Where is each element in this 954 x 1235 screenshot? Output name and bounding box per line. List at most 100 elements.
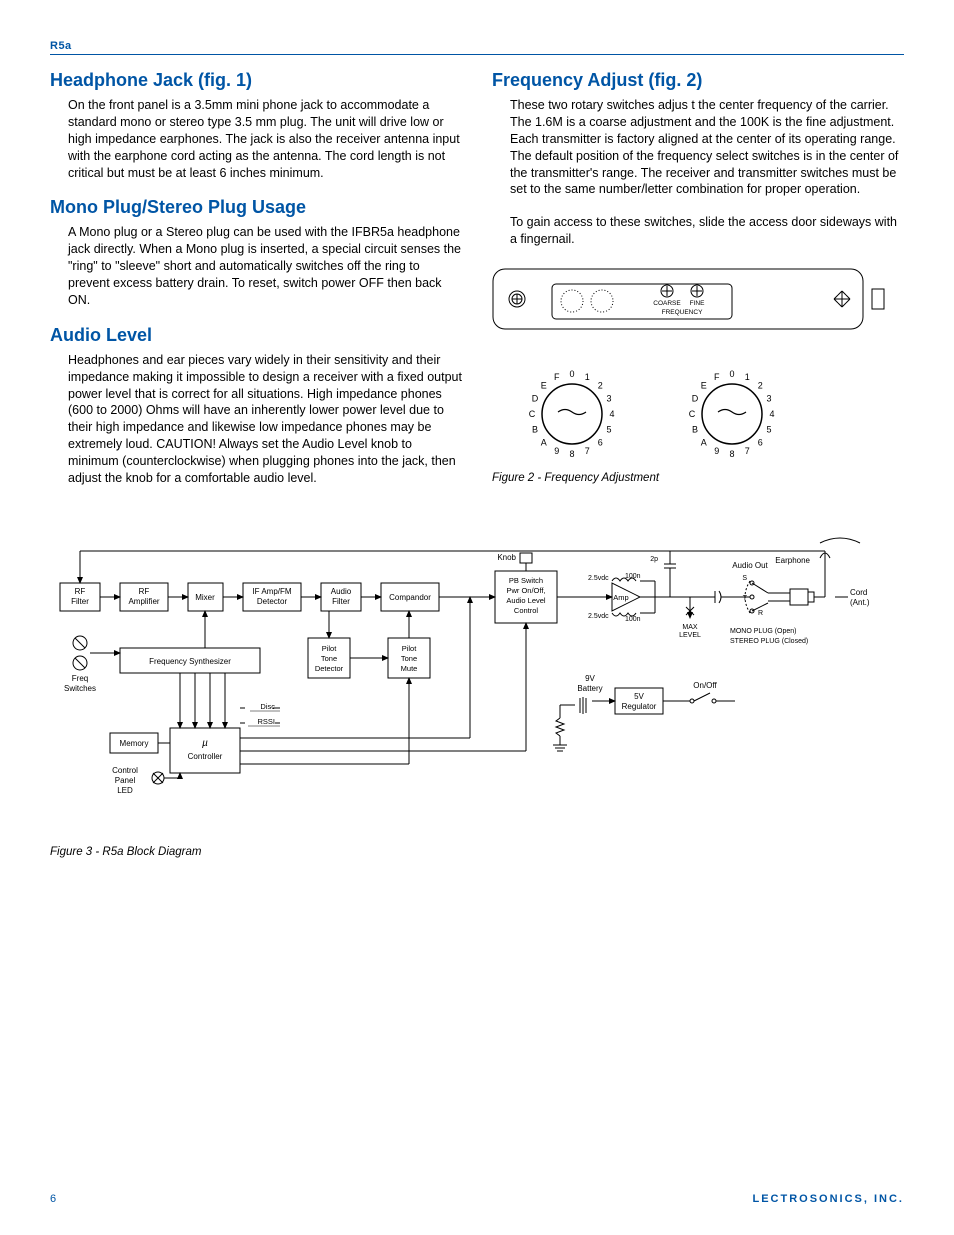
- right-column: Frequency Adjust (fig. 2) These two rota…: [492, 70, 904, 503]
- svg-text:Tone: Tone: [321, 654, 337, 663]
- svg-text:Regulator: Regulator: [622, 702, 657, 711]
- svg-text:3: 3: [766, 394, 771, 404]
- svg-text:9: 9: [714, 446, 719, 456]
- svg-text:(Ant.): (Ant.): [850, 598, 870, 607]
- svg-text:FINE: FINE: [690, 300, 705, 307]
- svg-text:8: 8: [569, 449, 574, 459]
- svg-text:7: 7: [745, 446, 750, 456]
- svg-text:9: 9: [554, 446, 559, 456]
- svg-text:100n: 100n: [625, 573, 641, 580]
- body-audio-level: Headphones and ear pieces vary widely in…: [68, 352, 462, 487]
- svg-text:4: 4: [769, 409, 774, 419]
- svg-text:C: C: [689, 409, 696, 419]
- svg-text:B: B: [692, 424, 698, 434]
- svg-text:Pwr On/Off,: Pwr On/Off,: [506, 586, 545, 595]
- svg-text:A: A: [701, 437, 707, 447]
- svg-text:A: A: [541, 437, 547, 447]
- svg-text:LEVEL: LEVEL: [679, 632, 701, 639]
- block-diagram: RF Filter RF Amplifier Mixer IF Amp/FM D…: [50, 533, 900, 858]
- svg-text:IF Amp/FM: IF Amp/FM: [252, 587, 291, 596]
- svg-text:9V: 9V: [585, 674, 595, 683]
- svg-text:µ: µ: [202, 738, 208, 749]
- svg-text:Mixer: Mixer: [195, 593, 215, 602]
- svg-text:2p: 2p: [650, 556, 658, 563]
- svg-text:Knob: Knob: [497, 553, 516, 562]
- svg-text:R: R: [758, 610, 763, 617]
- svg-text:D: D: [532, 394, 539, 404]
- svg-text:Filter: Filter: [332, 597, 350, 606]
- svg-text:Controller: Controller: [188, 752, 223, 761]
- svg-text:Frequency Synthesizer: Frequency Synthesizer: [149, 657, 231, 666]
- svg-text:Detector: Detector: [257, 597, 288, 606]
- svg-text:STEREO PLUG (Closed): STEREO PLUG (Closed): [730, 638, 808, 645]
- company-name: LECTROSONICS, INC.: [752, 1193, 904, 1205]
- svg-text:100n: 100n: [625, 616, 641, 623]
- svg-text:Earphone: Earphone: [775, 556, 810, 565]
- body-frequency-adjust-1: These two rotary switches adjus t the ce…: [510, 97, 904, 198]
- svg-text:2.5vdc: 2.5vdc: [588, 613, 609, 620]
- svg-text:6: 6: [598, 437, 603, 447]
- page-number: 6: [50, 1193, 56, 1205]
- svg-text:E: E: [541, 381, 547, 391]
- header-label: R5a: [50, 40, 904, 55]
- svg-text:7: 7: [585, 446, 590, 456]
- svg-text:Filter: Filter: [71, 597, 89, 606]
- svg-text:8: 8: [729, 449, 734, 459]
- svg-text:3: 3: [606, 394, 611, 404]
- svg-text:2.5vdc: 2.5vdc: [588, 575, 609, 582]
- svg-text:MAX: MAX: [682, 624, 698, 631]
- svg-text:2: 2: [758, 381, 763, 391]
- svg-text:1: 1: [585, 372, 590, 382]
- svg-text:LED: LED: [117, 786, 133, 795]
- footer: 6 LECTROSONICS, INC.: [50, 1193, 904, 1205]
- svg-text:RF: RF: [75, 587, 86, 596]
- svg-text:MONO PLUG (Open): MONO PLUG (Open): [730, 628, 797, 635]
- svg-text:B: B: [532, 424, 538, 434]
- svg-text:Detector: Detector: [315, 664, 344, 673]
- svg-text:5V: 5V: [634, 692, 644, 701]
- svg-text:0: 0: [729, 369, 734, 379]
- svg-text:6: 6: [758, 437, 763, 447]
- body-frequency-adjust-2: To gain access to these switches, slide …: [510, 214, 904, 248]
- heading-frequency-adjust: Frequency Adjust (fig. 2): [492, 70, 904, 91]
- svg-text:Audio Out: Audio Out: [732, 561, 768, 570]
- dial-fine: 0123456789ABCDEF: [682, 364, 782, 464]
- svg-text:Freq: Freq: [72, 674, 88, 683]
- svg-text:5: 5: [606, 424, 611, 434]
- fig3-caption: Figure 3 - R5a Block Diagram: [50, 846, 900, 858]
- svg-text:D: D: [692, 394, 699, 404]
- heading-audio-level: Audio Level: [50, 325, 462, 346]
- svg-text:Amp: Amp: [613, 593, 628, 602]
- svg-text:Audio Level: Audio Level: [506, 596, 546, 605]
- svg-text:F: F: [714, 372, 720, 382]
- heading-headphone-jack: Headphone Jack (fig. 1): [50, 70, 462, 91]
- svg-text:Mute: Mute: [401, 664, 418, 673]
- svg-text:2: 2: [598, 381, 603, 391]
- svg-text:PB Switch: PB Switch: [509, 576, 543, 585]
- svg-text:Tone: Tone: [401, 654, 417, 663]
- body-mono-plug: A Mono plug or a Stereo plug can be used…: [68, 224, 462, 308]
- svg-text:F: F: [554, 372, 560, 382]
- svg-text:RF: RF: [139, 587, 150, 596]
- svg-text:Audio: Audio: [331, 587, 352, 596]
- panel-drawing: COARSE FINE FREQUENCY: [492, 264, 887, 344]
- svg-text:FREQUENCY: FREQUENCY: [662, 309, 703, 316]
- svg-text:Switches: Switches: [64, 684, 96, 693]
- svg-text:Pilot: Pilot: [402, 644, 418, 653]
- svg-text:Amplifier: Amplifier: [128, 597, 159, 606]
- left-column: Headphone Jack (fig. 1) On the front pan…: [50, 70, 462, 503]
- svg-text:5: 5: [766, 424, 771, 434]
- svg-text:4: 4: [609, 409, 614, 419]
- svg-text:E: E: [701, 381, 707, 391]
- svg-text:Compandor: Compandor: [389, 593, 431, 602]
- svg-text:Control: Control: [514, 606, 539, 615]
- svg-text:Pilot: Pilot: [322, 644, 338, 653]
- svg-text:C: C: [529, 409, 536, 419]
- svg-text:Cord: Cord: [850, 588, 867, 597]
- dials-row: 0123456789ABCDEF 0123456789ABCDEF: [522, 364, 904, 464]
- svg-text:COARSE: COARSE: [653, 300, 681, 307]
- svg-text:RSSI: RSSI: [257, 717, 275, 726]
- svg-text:S: S: [742, 575, 747, 582]
- dial-coarse: 0123456789ABCDEF: [522, 364, 622, 464]
- svg-text:Control: Control: [112, 766, 138, 775]
